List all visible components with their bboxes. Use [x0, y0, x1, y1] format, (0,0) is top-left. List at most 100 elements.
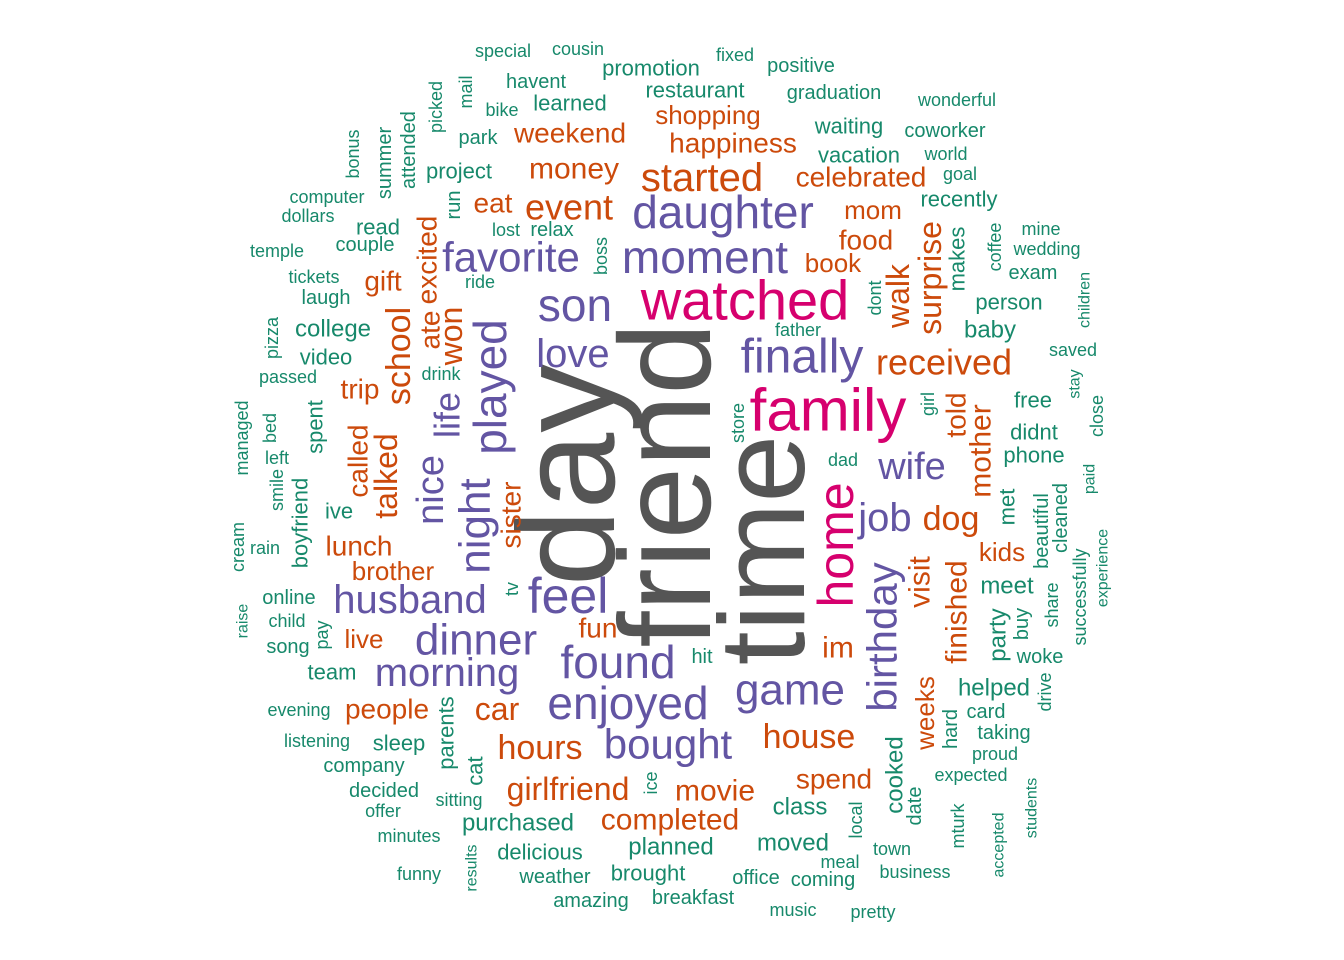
word-saved: saved — [1049, 340, 1097, 360]
word-delicious: delicious — [497, 840, 583, 865]
word-live: live — [344, 624, 383, 654]
word-book: book — [805, 248, 862, 278]
word-person: person — [975, 290, 1042, 315]
word-kids: kids — [979, 537, 1025, 567]
word-enjoyed: enjoyed — [547, 677, 708, 729]
word-tv: tv — [502, 582, 522, 596]
word-day: day — [490, 364, 644, 587]
word-read: read — [356, 215, 400, 240]
word-weeks: weeks — [910, 676, 940, 751]
word-weather: weather — [518, 866, 590, 888]
word-couple: couple — [336, 234, 395, 256]
word-food: food — [839, 225, 894, 256]
word-coffee: coffee — [985, 223, 1005, 272]
word-minutes: minutes — [377, 826, 440, 846]
word-house: house — [763, 718, 856, 756]
word-funny: funny — [397, 864, 441, 884]
word-son: son — [538, 279, 612, 331]
word-found: found — [560, 636, 675, 688]
word-game: game — [735, 666, 845, 715]
word-team: team — [308, 660, 357, 685]
word-daughter: daughter — [632, 186, 814, 238]
word-music: music — [769, 900, 816, 920]
word-temple: temple — [250, 241, 304, 261]
word-bed: bed — [260, 413, 280, 443]
word-accepted: accepted — [991, 813, 1008, 878]
word-offer: offer — [365, 801, 401, 821]
word-child: child — [268, 611, 305, 631]
word-birthday: birthday — [859, 562, 906, 711]
word-called: called — [343, 424, 374, 497]
word-movie: movie — [675, 775, 755, 808]
word-project: project — [426, 159, 492, 184]
word-wife: wife — [877, 446, 946, 488]
word-raise: raise — [235, 604, 252, 639]
word-dont: dont — [865, 280, 885, 315]
word-ice: ice — [641, 771, 661, 794]
word-college: college — [295, 316, 371, 343]
word-run: run — [443, 191, 465, 220]
word-expected: expected — [934, 765, 1007, 785]
word-friend: friend — [592, 322, 738, 647]
word-local: local — [846, 801, 866, 838]
word-picked: picked — [426, 81, 446, 133]
word-stay: stay — [1067, 369, 1084, 398]
word-weekend: weekend — [513, 118, 626, 149]
word-amazing: amazing — [553, 890, 629, 912]
word-excited: excited — [412, 216, 443, 305]
word-store: store — [728, 403, 748, 443]
word-results: results — [464, 844, 481, 891]
word-meet: meet — [980, 573, 1034, 600]
word-cream: cream — [228, 522, 248, 572]
word-listening: listening — [284, 731, 350, 751]
word-office: office — [732, 867, 779, 889]
word-business: business — [879, 862, 950, 882]
word-brought: brought — [611, 861, 686, 886]
word-family: family — [750, 377, 907, 444]
word-evening: evening — [267, 700, 330, 720]
word-hard: hard — [940, 709, 962, 749]
word-party: party — [985, 608, 1012, 661]
word-completed: completed — [601, 804, 739, 837]
word-smile: smile — [267, 469, 287, 511]
word-meal: meal — [820, 852, 859, 872]
word-surprise: surprise — [912, 221, 948, 335]
word-pizza: pizza — [262, 316, 282, 359]
word-sitting: sitting — [435, 790, 482, 810]
word-goal: goal — [943, 164, 977, 184]
word-bought: bought — [604, 721, 733, 768]
word-moment: moment — [622, 231, 788, 283]
word-summer: summer — [374, 127, 396, 200]
word-watched: watched — [640, 269, 850, 332]
word-successfully: successfully — [1070, 548, 1090, 645]
word-purchased: purchased — [462, 810, 574, 837]
word-experience: experience — [1095, 529, 1112, 607]
word-bike: bike — [485, 100, 518, 120]
word-rain: rain — [250, 538, 280, 558]
word-night: night — [451, 478, 500, 573]
word-ride: ride — [465, 272, 495, 292]
word-money: money — [529, 153, 619, 186]
word-woke: woke — [1016, 646, 1064, 668]
word-boss: boss — [591, 237, 611, 275]
word-coworker: coworker — [904, 120, 985, 142]
word-laugh: laugh — [302, 287, 351, 309]
word-online: online — [262, 587, 315, 609]
word-feel: feel — [528, 568, 609, 624]
word-beautiful: beautiful — [1031, 493, 1053, 569]
word-makes: makes — [945, 227, 970, 292]
word-drive: drive — [1035, 672, 1055, 711]
word-restaurant: restaurant — [645, 78, 744, 103]
word-finished: finished — [941, 560, 974, 663]
word-buy: buy — [1011, 608, 1033, 640]
word-boyfriend: boyfriend — [288, 478, 313, 569]
word-father: father — [775, 320, 821, 340]
word-lunch: lunch — [326, 531, 393, 562]
word-park: park — [459, 127, 499, 149]
word-nice: nice — [410, 455, 452, 525]
word-taking: taking — [977, 722, 1030, 744]
word-managed: managed — [232, 400, 252, 475]
word-received: received — [876, 342, 1012, 383]
